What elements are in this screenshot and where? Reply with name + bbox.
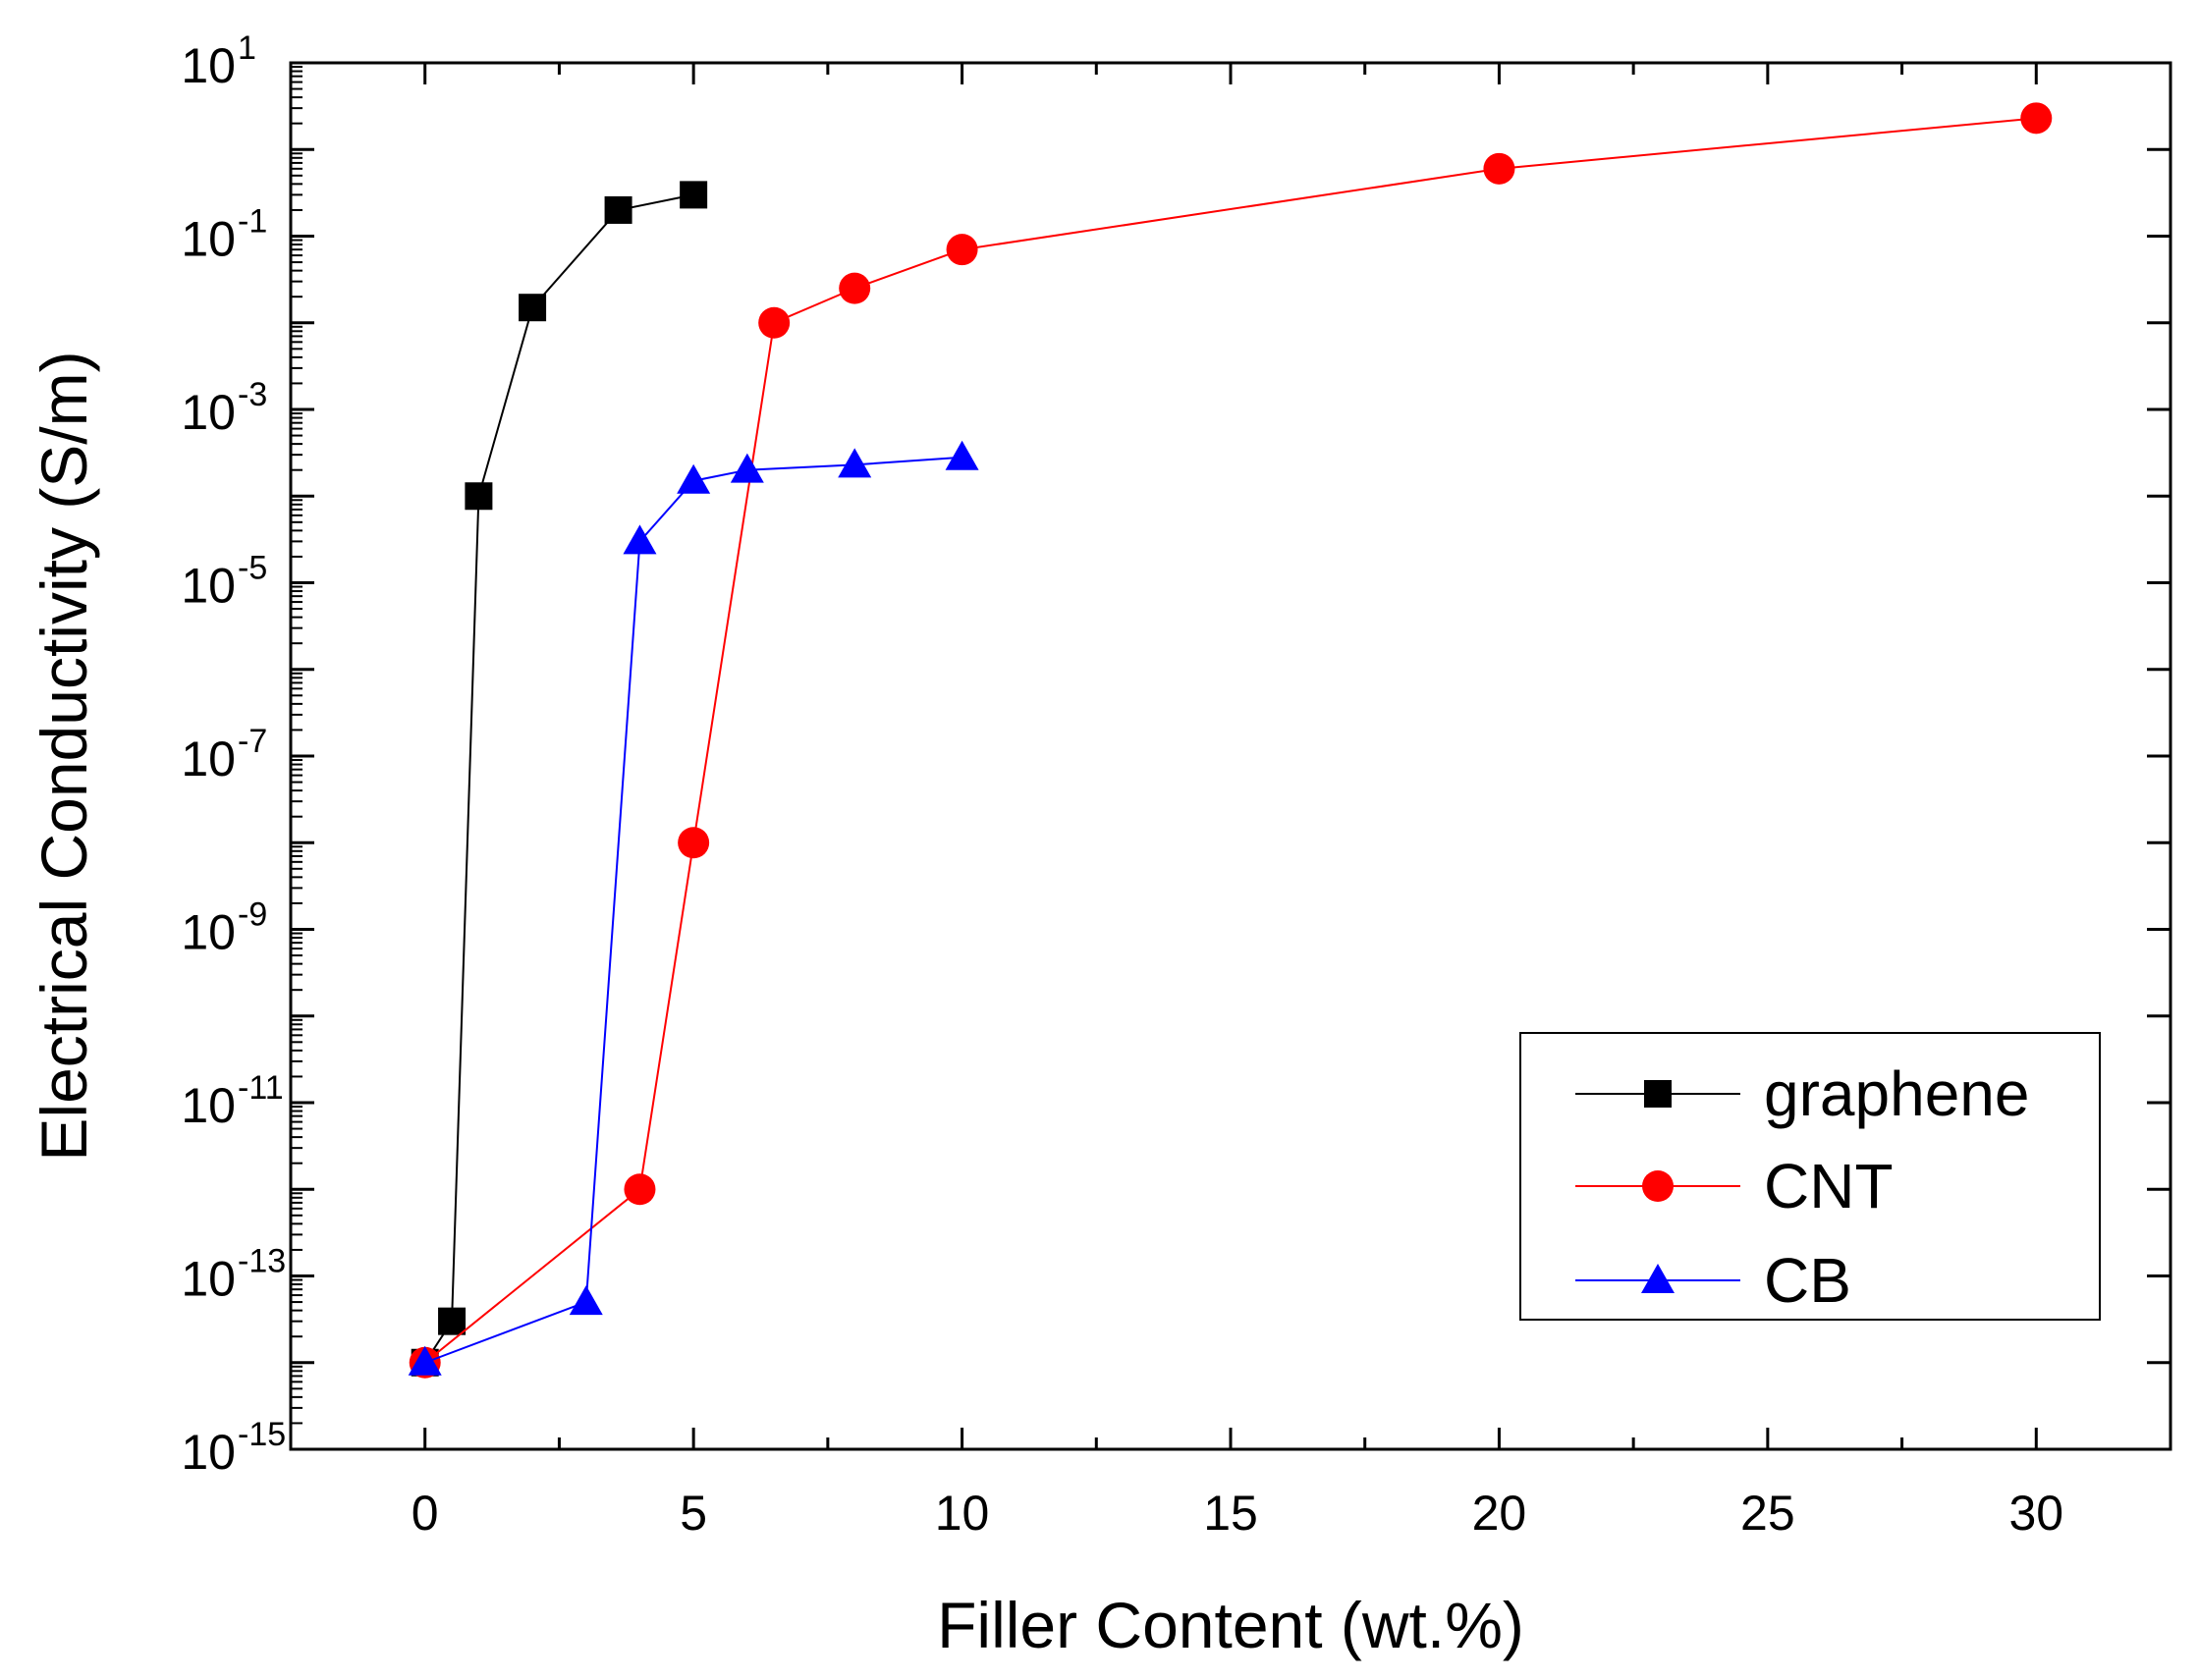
data-point-cb bbox=[408, 1345, 442, 1376]
data-point-cb bbox=[730, 453, 764, 483]
data-point-cb bbox=[945, 440, 979, 470]
y-tick-label-exponent: -11 bbox=[238, 1069, 284, 1107]
y-tick-label: 10 bbox=[181, 1252, 236, 1307]
data-point-cb bbox=[623, 524, 657, 555]
legend-item-cb: CB bbox=[1575, 1245, 1851, 1316]
data-point-graphene bbox=[438, 1307, 467, 1335]
legend-label: CNT bbox=[1764, 1151, 1894, 1221]
data-point-graphene bbox=[680, 181, 708, 209]
series-cb bbox=[408, 440, 979, 1376]
y-tick-label: 10 bbox=[181, 559, 236, 614]
y-tick-label: 10 bbox=[181, 212, 236, 267]
legend: graphene CNT CB bbox=[1519, 1032, 2101, 1321]
y-tick-label-exponent: -7 bbox=[238, 723, 267, 760]
x-tick-label: 20 bbox=[1472, 1486, 1527, 1541]
y-tick-label-exponent: -3 bbox=[238, 376, 267, 413]
legend-marker bbox=[1642, 1170, 1674, 1202]
data-point-cnt bbox=[678, 827, 710, 859]
y-tick-label: 10 bbox=[181, 1425, 236, 1480]
legend-item-cnt: CNT bbox=[1575, 1151, 1894, 1221]
y-axis-title: Electrical Conductivity (S/m) bbox=[27, 351, 100, 1161]
data-point-cnt bbox=[2020, 102, 2053, 135]
data-point-cnt bbox=[624, 1173, 656, 1206]
legend-item-graphene: graphene bbox=[1575, 1058, 2029, 1129]
ticks-layer bbox=[291, 61, 2171, 1451]
data-point-cb bbox=[677, 463, 711, 494]
series-line-cnt bbox=[424, 117, 2037, 1364]
x-tick-label: 30 bbox=[2008, 1486, 2063, 1541]
y-tick-label-exponent: -15 bbox=[238, 1416, 286, 1453]
y-tick-label: 10 bbox=[181, 732, 236, 786]
legend-label: graphene bbox=[1764, 1058, 2029, 1129]
y-tick-label-exponent: 1 bbox=[238, 29, 256, 67]
x-tick-label: 25 bbox=[1740, 1486, 1795, 1541]
x-tick-label: 15 bbox=[1203, 1486, 1258, 1541]
data-point-cnt bbox=[758, 306, 791, 339]
legend-label: CB bbox=[1764, 1245, 1851, 1316]
y-tick-label-exponent: -1 bbox=[238, 203, 267, 241]
data-point-graphene bbox=[604, 195, 632, 224]
data-point-cnt bbox=[1483, 152, 1515, 185]
y-tick-label-exponent: -13 bbox=[238, 1243, 286, 1280]
legend-marker bbox=[1644, 1080, 1672, 1108]
legend-marker bbox=[1641, 1264, 1675, 1293]
data-point-cnt bbox=[839, 272, 871, 304]
data-point-graphene bbox=[465, 482, 493, 511]
x-tick-label: 10 bbox=[935, 1486, 990, 1541]
series-layer bbox=[408, 102, 2053, 1379]
x-axis-title: Filler Content (wt.%) bbox=[937, 1589, 1524, 1661]
y-tick-label-exponent: -5 bbox=[238, 550, 267, 587]
x-tick-label: 5 bbox=[680, 1486, 707, 1541]
y-tick-label: 10 bbox=[181, 1078, 236, 1133]
legend-box bbox=[1519, 1032, 2101, 1321]
plot-frame bbox=[289, 61, 2172, 1451]
data-point-cnt bbox=[946, 234, 978, 266]
y-tick-label-exponent: -9 bbox=[238, 896, 267, 934]
x-tick-label: 0 bbox=[412, 1486, 439, 1541]
series-graphene bbox=[411, 181, 708, 1377]
data-point-cb bbox=[569, 1285, 603, 1316]
data-point-cb bbox=[838, 448, 872, 478]
y-tick-label: 10 bbox=[181, 385, 236, 440]
y-tick-label: 10 bbox=[181, 905, 236, 960]
data-point-graphene bbox=[519, 294, 547, 322]
y-tick-label: 10 bbox=[181, 38, 236, 93]
series-line-cb bbox=[424, 456, 962, 1364]
series-cnt bbox=[409, 102, 2053, 1379]
